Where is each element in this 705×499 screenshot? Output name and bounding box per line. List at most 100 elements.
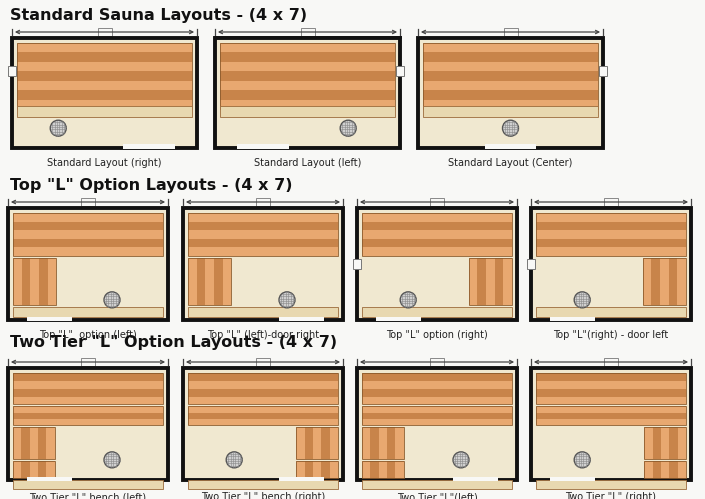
Bar — [313, 461, 321, 478]
Bar — [13, 373, 163, 404]
Bar — [423, 43, 598, 109]
Bar — [536, 389, 686, 397]
Circle shape — [341, 120, 356, 136]
Bar — [643, 257, 686, 304]
Bar — [13, 213, 163, 255]
Bar — [536, 239, 686, 247]
Bar — [362, 480, 512, 489]
Bar — [220, 100, 395, 109]
Bar — [536, 397, 686, 404]
Bar — [188, 257, 231, 304]
Text: Two Tier "L" (right)
door left: Two Tier "L" (right) door left — [565, 492, 656, 499]
Circle shape — [104, 452, 120, 468]
Bar — [205, 257, 214, 304]
Bar — [550, 477, 595, 481]
Bar — [197, 257, 205, 304]
Text: Two Tier "L" bench (left): Two Tier "L" bench (left) — [30, 492, 147, 499]
Bar — [661, 461, 669, 478]
Bar — [38, 428, 47, 459]
Bar — [661, 428, 669, 459]
Bar — [362, 247, 512, 255]
Bar — [279, 477, 324, 481]
Bar — [8, 208, 168, 320]
Bar — [21, 461, 30, 478]
Bar — [188, 306, 338, 317]
Bar — [13, 419, 163, 426]
Bar — [13, 230, 163, 239]
Bar — [47, 461, 54, 478]
Circle shape — [104, 292, 120, 308]
Bar — [296, 461, 338, 478]
Bar — [644, 428, 653, 459]
Bar — [188, 222, 338, 230]
Bar — [13, 461, 21, 478]
Bar — [362, 213, 512, 255]
Bar — [362, 413, 512, 419]
Bar — [81, 198, 95, 206]
Bar — [17, 43, 192, 109]
Bar — [370, 428, 379, 459]
Bar — [220, 62, 395, 71]
Bar — [423, 52, 598, 62]
Bar — [423, 62, 598, 71]
Bar — [13, 480, 163, 489]
Bar — [362, 230, 512, 239]
Bar — [396, 428, 403, 459]
Bar — [296, 428, 338, 459]
Bar — [423, 100, 598, 109]
Bar — [17, 81, 192, 90]
Bar — [362, 461, 370, 478]
Bar — [357, 208, 517, 320]
Bar — [669, 428, 678, 459]
Bar — [305, 428, 313, 459]
Bar — [13, 389, 163, 397]
Bar — [188, 381, 338, 389]
Bar — [362, 373, 512, 404]
Bar — [536, 406, 686, 413]
Bar — [13, 406, 163, 413]
Bar — [321, 428, 330, 459]
Bar — [13, 257, 56, 304]
Bar — [678, 461, 686, 478]
Bar — [183, 368, 343, 480]
Text: Standard Sauna Layouts - (4 x 7): Standard Sauna Layouts - (4 x 7) — [10, 8, 307, 23]
Bar — [313, 428, 321, 459]
Circle shape — [226, 452, 243, 468]
Circle shape — [279, 292, 295, 308]
Bar — [527, 259, 535, 269]
Bar — [531, 368, 691, 480]
Bar — [643, 257, 651, 304]
Bar — [17, 100, 192, 109]
Bar — [387, 428, 396, 459]
Bar — [305, 461, 313, 478]
Bar — [13, 428, 21, 459]
Bar — [30, 428, 38, 459]
Bar — [362, 381, 512, 389]
Bar — [423, 43, 598, 52]
Bar — [536, 247, 686, 255]
Bar — [215, 38, 400, 148]
Bar — [188, 239, 338, 247]
Bar — [321, 461, 330, 478]
Bar — [423, 81, 598, 90]
Text: Two Tier "L" bench (right): Two Tier "L" bench (right) — [201, 492, 325, 499]
Bar — [536, 373, 686, 381]
Circle shape — [453, 452, 469, 468]
Bar — [30, 257, 39, 304]
Bar — [220, 43, 395, 109]
Bar — [536, 373, 686, 404]
Bar — [536, 222, 686, 230]
Bar — [653, 428, 661, 459]
Bar — [330, 428, 338, 459]
Bar — [39, 257, 47, 304]
Bar — [188, 230, 338, 239]
Bar — [644, 428, 686, 459]
Bar — [38, 461, 47, 478]
Bar — [644, 461, 686, 478]
Bar — [430, 358, 444, 366]
Bar — [17, 90, 192, 100]
Bar — [660, 257, 669, 304]
Bar — [644, 461, 653, 478]
Bar — [220, 106, 395, 117]
Circle shape — [574, 292, 590, 308]
